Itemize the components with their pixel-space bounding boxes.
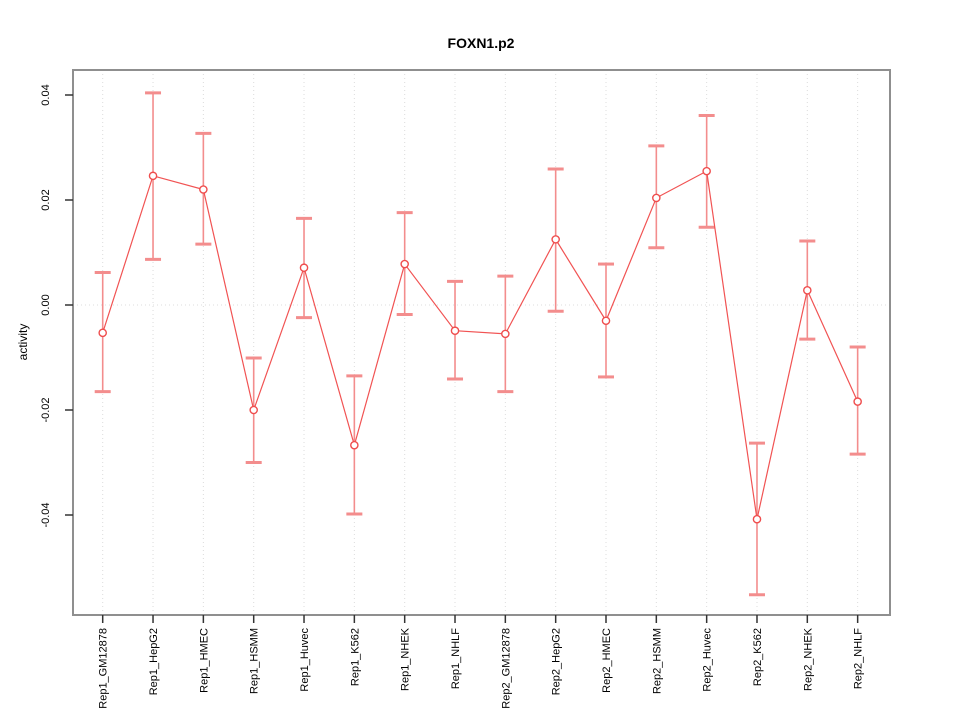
data-point: [450, 326, 460, 336]
y-axis-label: activity: [16, 324, 30, 361]
x-tick-label: Rep2_HepG2: [551, 628, 563, 695]
data-point: [652, 193, 661, 203]
x-tick-label: Rep1_NHEK: [400, 627, 412, 691]
x-tick-label: Rep1_NHLF: [450, 628, 462, 689]
x-tick-label: Rep1_Huvec: [299, 628, 311, 692]
x-tick-label: Rep2_NHEK: [802, 627, 814, 691]
chart-title: FOXN1.p2: [448, 35, 515, 51]
x-tick-label: Rep2_NHLF: [853, 628, 865, 689]
plot-frame: [72, 69, 891, 616]
data-point: [249, 405, 258, 415]
x-tick-label: Rep1_HepG2: [148, 628, 160, 695]
data-point: [702, 166, 711, 176]
data-point: [853, 397, 862, 406]
y-tick-label: -0.04: [40, 502, 52, 527]
data-point: [299, 263, 309, 273]
data-point: [350, 440, 359, 450]
data-point: [551, 235, 560, 244]
data-point: [199, 185, 208, 194]
data-point: [803, 285, 812, 295]
data-point: [400, 259, 409, 269]
y-tick-label: 0.00: [40, 294, 52, 315]
y-tick-label: -0.02: [40, 397, 52, 422]
x-tick-label: Rep1_K562: [349, 628, 361, 686]
data-point: [752, 514, 762, 524]
data-point: [601, 316, 611, 326]
x-tick-label: Rep2_HMEC: [601, 628, 613, 693]
plot-content: -0.04 -0.02 0.00 0.02 0.04 Rep1_GM12878 Rep1_H…: [40, 69, 891, 709]
x-tick-label: Rep1_GM12878: [98, 628, 110, 709]
x-tick-label: Rep1_HSMM: [249, 628, 261, 694]
y-tick-label: 0.02: [40, 189, 52, 210]
x-tick-label: Rep1_HMEC: [198, 628, 210, 693]
x-tick-label: Rep2_GM12878: [500, 628, 512, 709]
y-tick-label: 0.04: [40, 84, 52, 105]
x-tick-label: Rep2_Huvec: [702, 628, 714, 692]
x-tick-label: Rep2_HSMM: [651, 628, 663, 694]
data-point: [148, 171, 158, 181]
x-tick-label: Rep2_K562: [752, 628, 764, 686]
data-point: [501, 329, 510, 339]
series-line: [102, 170, 859, 520]
data-point: [98, 328, 107, 338]
